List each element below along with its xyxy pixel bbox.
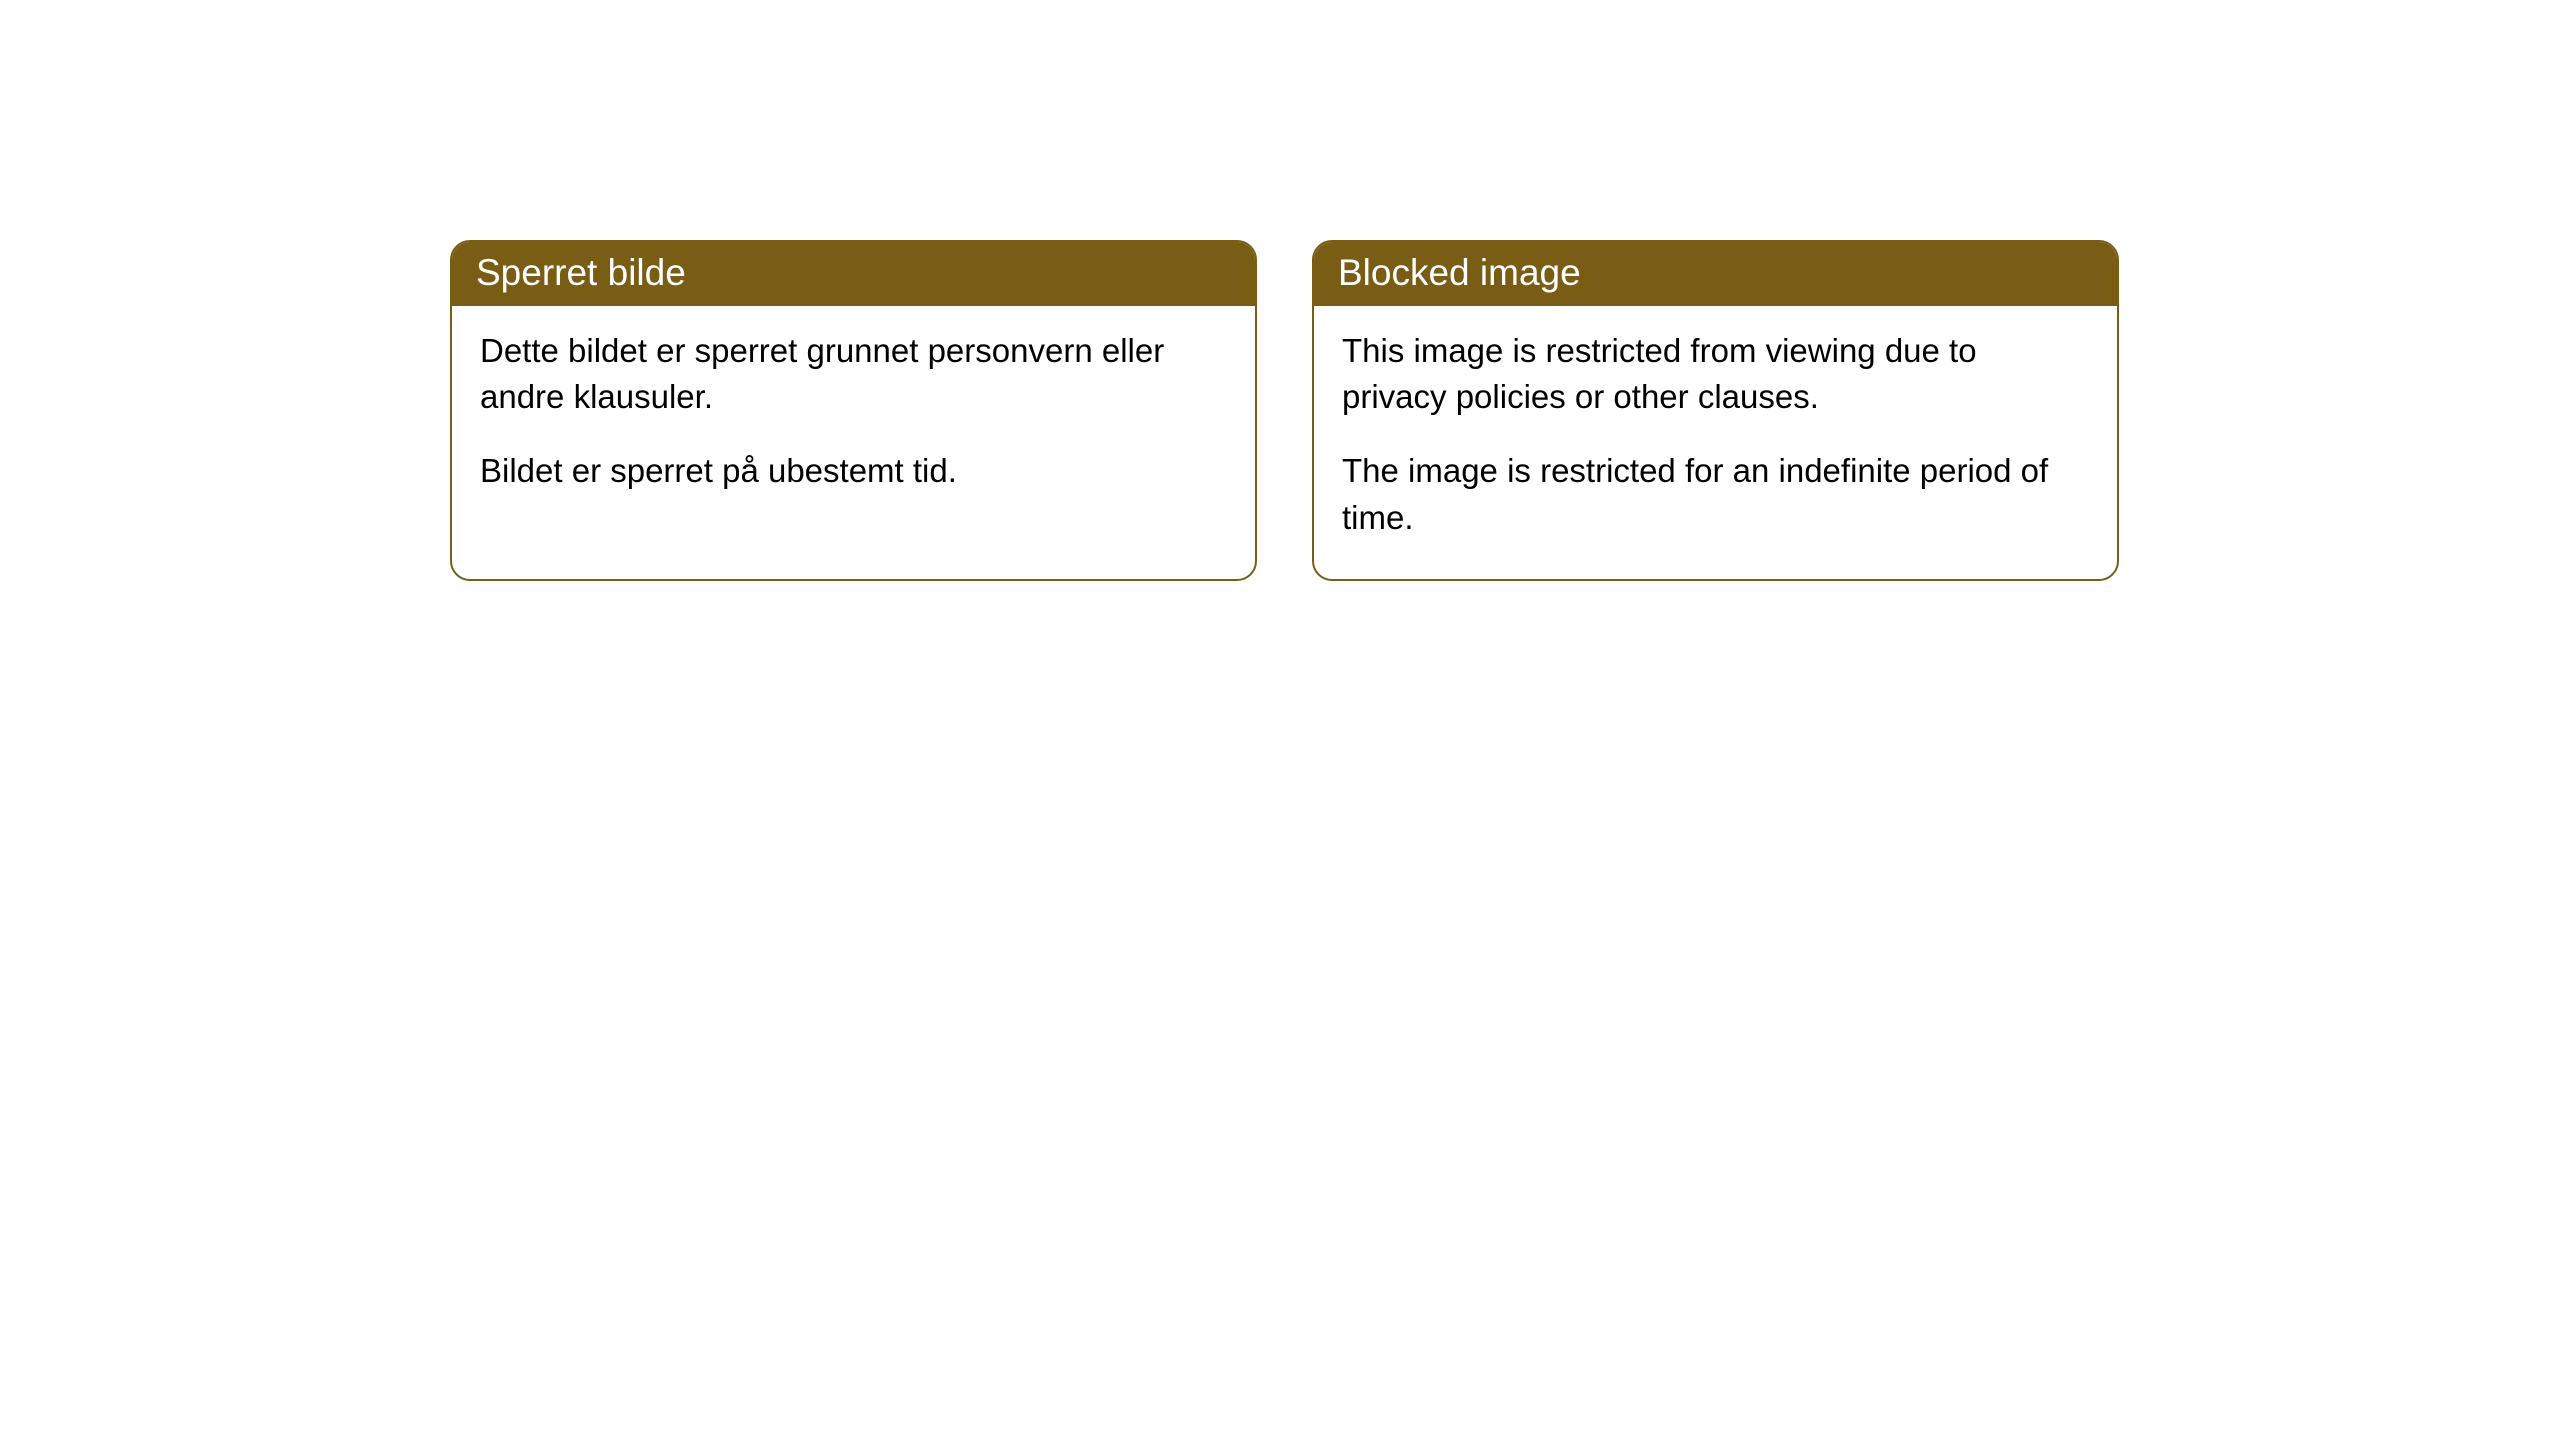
blocked-image-card-english: Blocked image This image is restricted f…: [1312, 240, 2119, 581]
card-header-norwegian: Sperret bilde: [452, 242, 1255, 306]
card-title: Sperret bilde: [476, 252, 686, 293]
blocked-image-card-norwegian: Sperret bilde Dette bildet er sperret gr…: [450, 240, 1257, 581]
card-body-norwegian: Dette bildet er sperret grunnet personve…: [452, 306, 1255, 533]
notice-cards-container: Sperret bilde Dette bildet er sperret gr…: [0, 0, 2560, 581]
card-header-english: Blocked image: [1314, 242, 2117, 306]
card-title: Blocked image: [1338, 252, 1581, 293]
card-paragraph: Dette bildet er sperret grunnet personve…: [480, 328, 1227, 420]
card-paragraph: Bildet er sperret på ubestemt tid.: [480, 448, 1227, 494]
card-paragraph: This image is restricted from viewing du…: [1342, 328, 2089, 420]
card-paragraph: The image is restricted for an indefinit…: [1342, 448, 2089, 540]
card-body-english: This image is restricted from viewing du…: [1314, 306, 2117, 579]
